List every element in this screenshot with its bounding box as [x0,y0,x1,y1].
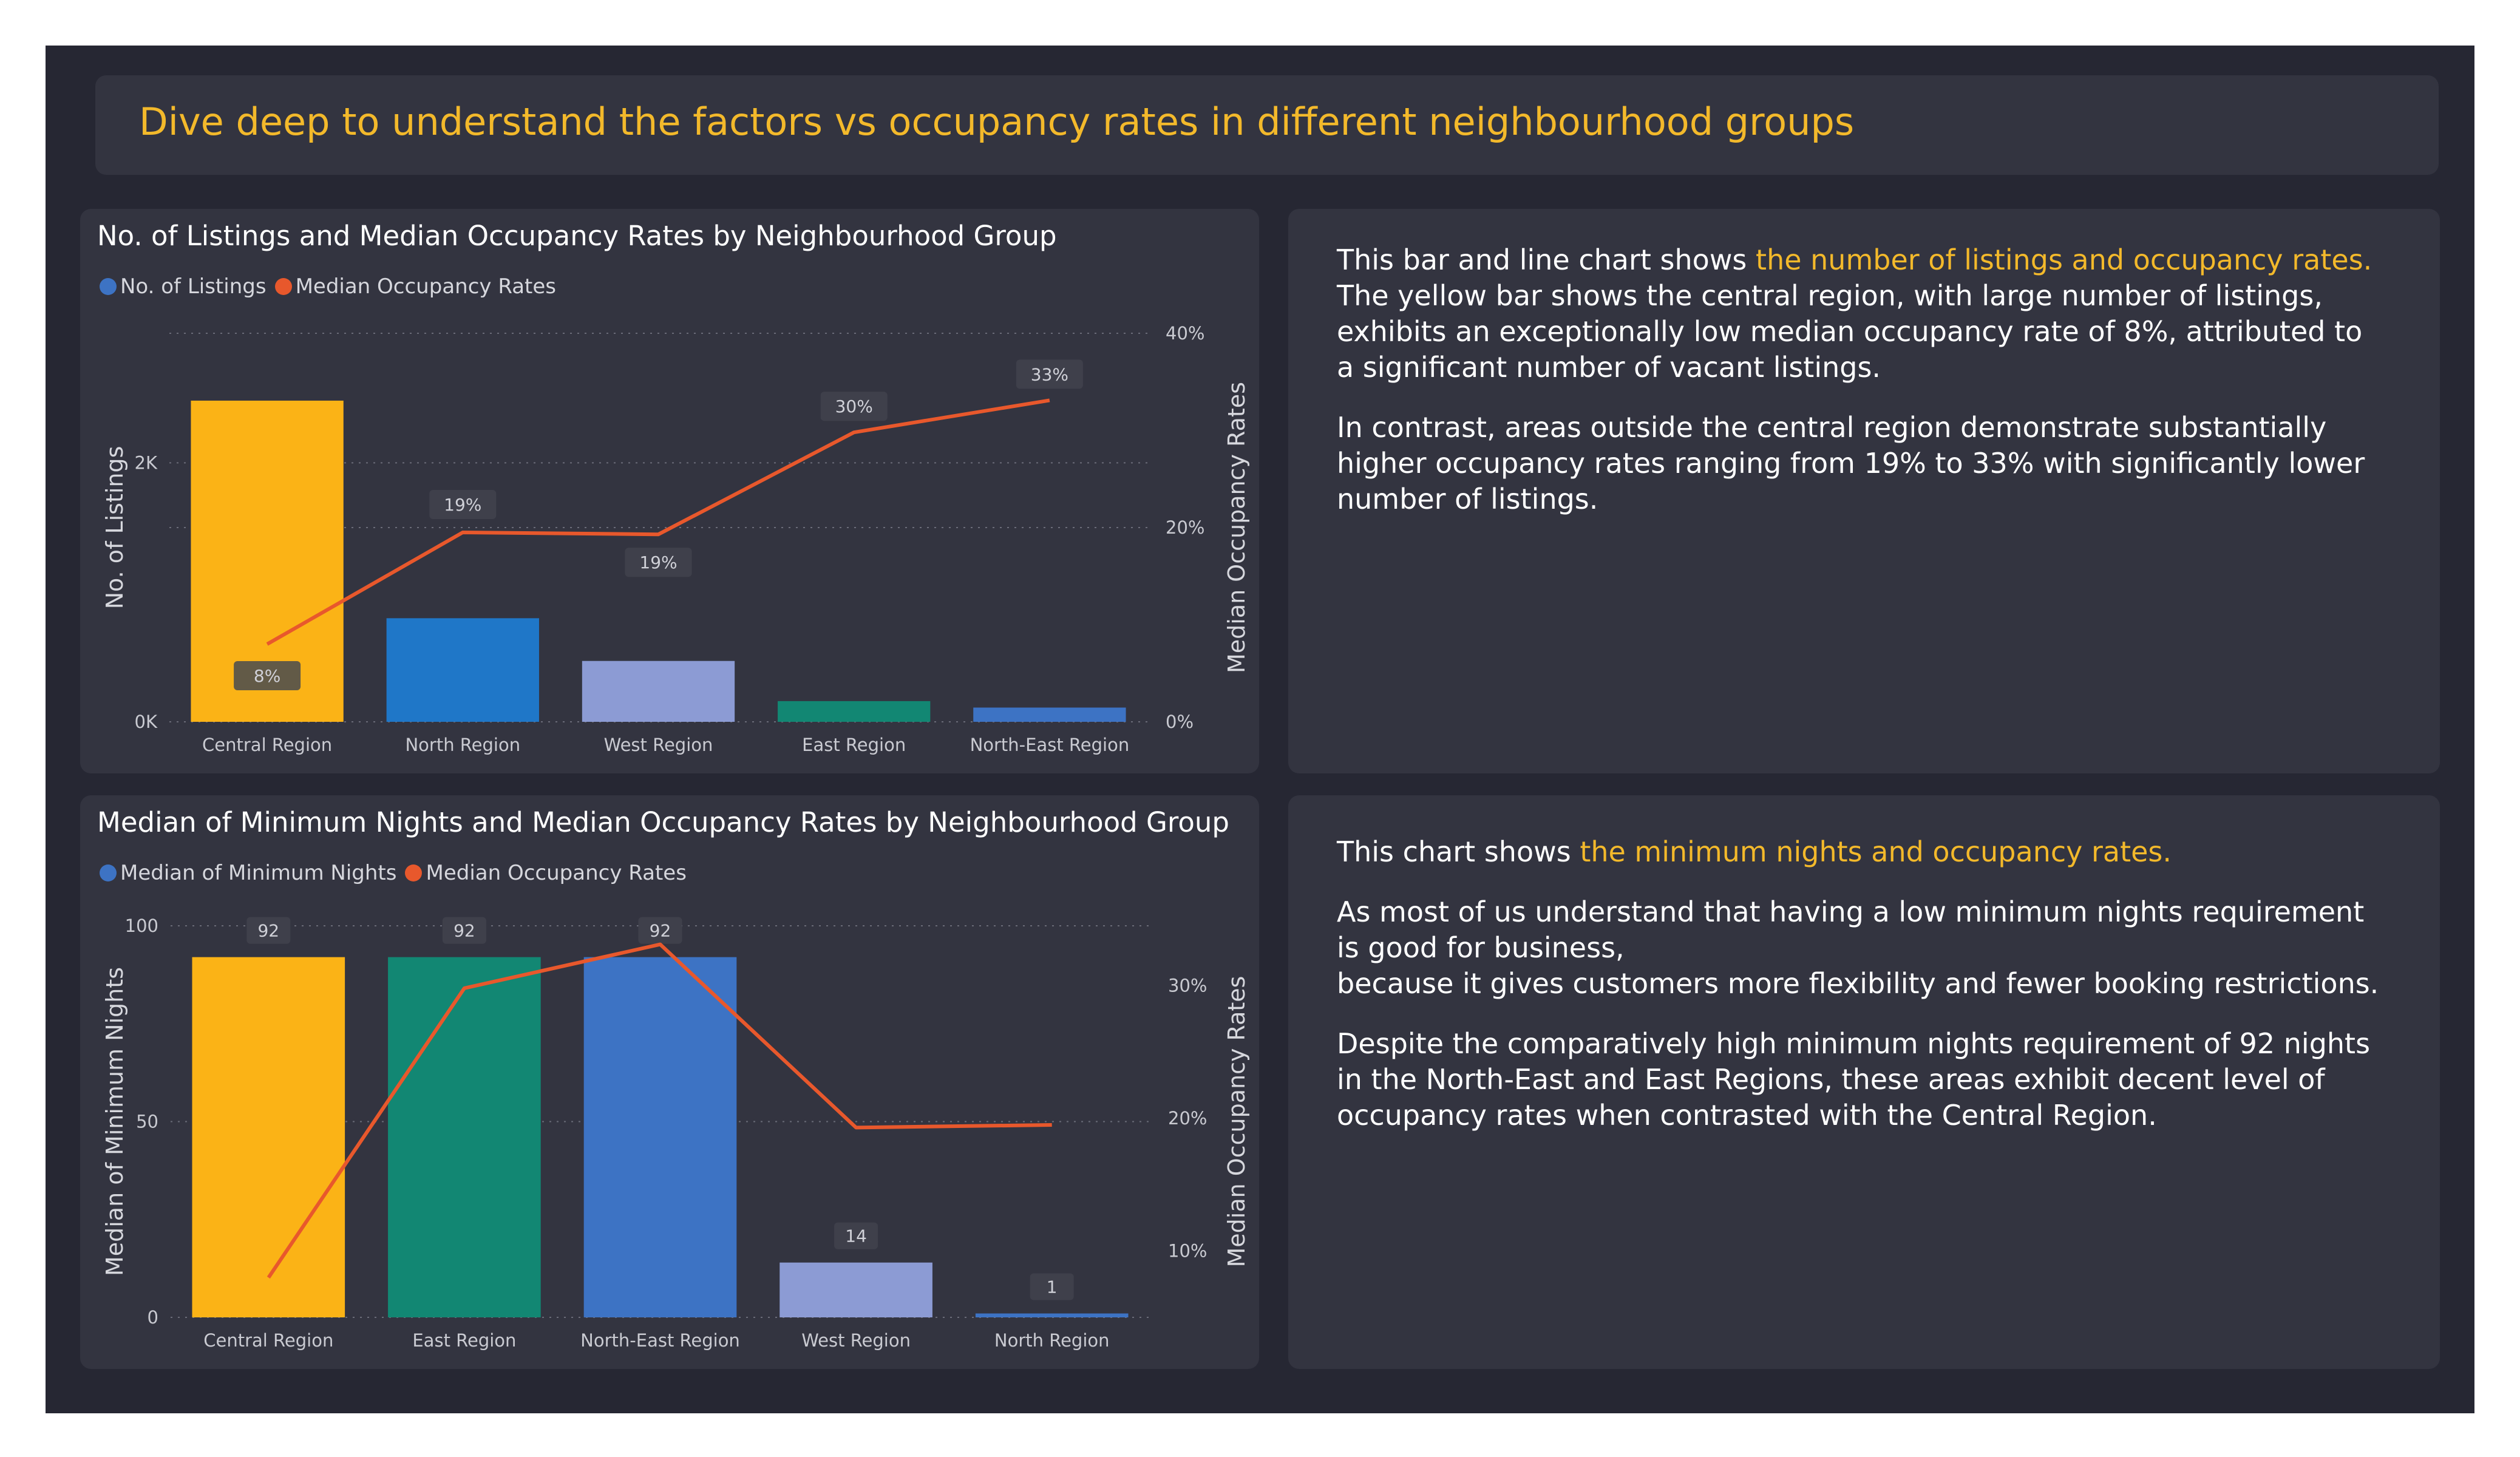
commentary-text: This chart shows the minimum nights and … [1337,834,2385,1158]
line-data-label: 33% [1031,364,1068,384]
commentary-text-span: As most of us understand that having a l… [1337,895,2365,964]
listings-commentary-panel: This bar and line chart shows the number… [1288,209,2440,773]
commentary-text-span: The yellow bar shows the central region,… [1337,279,2363,384]
y2-tick-label: 20% [1168,1108,1207,1129]
line-data-label: 19% [639,552,677,572]
line-data-label: 19% [444,495,481,515]
y-tick-label: 50 [136,1112,158,1132]
legend-item-listings[interactable]: No. of Listings [100,274,267,299]
legend-dot-blue-icon [100,278,117,295]
chart-title: Median of Minimum Nights and Median Occu… [97,806,1229,838]
bar-east-region [778,701,931,722]
bar-east-region [388,957,541,1317]
listings-occupancy-chart: 0K 2K 0% 20% 40% No. of Listings Median Occupa… [101,323,1250,755]
commentary-text: This bar and line chart shows the number… [1337,242,2385,542]
y-tick-label: 2K [135,452,158,473]
legend-item-min-nights[interactable]: Median of Minimum Nights [100,861,396,885]
x-tick-label: East Region [802,735,906,755]
legend-label: Median Occupancy Rates [295,274,556,299]
x-tick-label: Central Region [202,735,332,755]
x-tick-label: North Region [994,1330,1110,1351]
occupancy-line [266,398,1050,646]
bar-data-label: 92 [257,921,279,941]
legend-label: No. of Listings [120,274,267,299]
chart-legend: No. of Listings Median Occupancy Rates [100,274,565,299]
data-label-bg [638,917,682,944]
x-tick-label: North-East Region [970,735,1130,755]
commentary-text-span: because it gives customers more flexibil… [1337,967,2379,1000]
minnights-commentary-panel: This chart shows the minimum nights and … [1288,795,2440,1369]
legend-item-occupancy[interactable]: Median Occupancy Rates [274,274,556,299]
commentary-highlight: the number of listings and occupancy rat… [1756,243,2372,276]
minnights-occupancy-chart-panel: Median of Minimum Nights and Median Occu… [80,795,1259,1369]
commentary-paragraph: In contrast, areas outside the central r… [1337,411,2365,515]
minnights-occupancy-chart: 0 50 100 10% 20% 30% Median of Minimum Nights M… [101,915,1250,1351]
commentary-text-span: This chart shows [1337,835,1580,868]
header-panel: Dive deep to understand the factors vs o… [95,75,2439,175]
data-label-bg [234,661,301,690]
x-tick-label: East Region [412,1330,516,1351]
y2-tick-label: 10% [1168,1241,1207,1262]
y-axis-title: Median of Minimum Nights [101,967,128,1276]
y-tick-label: 100 [125,915,158,936]
occupancy-line [267,942,1052,1279]
data-label-bg [625,548,692,577]
bar-data-label: 1 [1047,1277,1058,1297]
bar-central-region [192,957,345,1317]
commentary-text-span: This bar and line chart shows [1337,243,1756,276]
y2-tick-label: 20% [1166,517,1204,538]
listings-occupancy-chart-panel: No. of Listings and Median Occupancy Rat… [80,209,1259,773]
data-label-bg [834,1222,878,1249]
commentary-paragraph: As most of us understand that having a l… [1337,894,2385,1002]
legend-label: Median of Minimum Nights [120,861,397,885]
data-label-bg [820,392,888,421]
x-tick-label: Central Region [203,1330,333,1351]
page-title: Dive deep to understand the factors vs o… [139,100,1855,144]
x-tick-label: North Region [405,735,520,755]
chart-title: No. of Listings and Median Occupancy Rat… [97,220,1057,252]
data-label-bg [1016,359,1083,389]
bar-north-east-region [583,957,737,1317]
bar-north-region [386,618,539,722]
x-tick-label: West Region [604,735,713,755]
y2-tick-label: 0% [1166,712,1194,732]
x-tick-label: North-East Region [580,1330,740,1351]
data-label-bg [429,490,497,519]
commentary-paragraph: This bar and line chart shows the number… [1337,242,2385,385]
y2-tick-label: 40% [1166,323,1204,344]
x-tick-label: West Region [801,1330,911,1351]
legend-dot-orange-icon [274,278,292,295]
bar-north-region [975,1313,1129,1317]
data-label-bg [1030,1273,1074,1300]
commentary-paragraph: This chart shows the minimum nights and … [1337,834,2385,870]
legend-label: Median Occupancy Rates [426,861,687,885]
bar-north-east-region [973,707,1126,722]
legend-item-occupancy[interactable]: Median Occupancy Rates [405,861,687,885]
bar-data-label: 92 [453,921,475,941]
chart-legend: Median of Minimum Nights Median Occupanc… [100,861,695,885]
y2-axis-title: Median Occupancy Rates [1223,382,1250,673]
commentary-highlight: the minimum nights and occupancy rates. [1580,835,2172,868]
line-data-label: 8% [254,666,280,686]
commentary-paragraph: Despite the comparatively high minimum n… [1337,1027,2371,1132]
bar-data-label: 92 [650,921,671,941]
data-label-bg [246,917,291,944]
bar-data-label: 14 [845,1226,867,1246]
bar-west-region [779,1262,932,1317]
y2-axis-title: Median Occupancy Rates [1223,976,1250,1268]
legend-dot-blue-icon [100,864,117,881]
line-data-label: 30% [835,396,873,416]
bar-west-region [582,661,735,722]
y-tick-label: 0K [135,712,158,732]
data-label-bg [442,917,486,944]
y-tick-label: 0 [148,1307,158,1328]
y-axis-title: No. of Listings [101,446,128,610]
legend-dot-orange-icon [405,864,423,881]
y2-tick-label: 30% [1168,975,1207,996]
